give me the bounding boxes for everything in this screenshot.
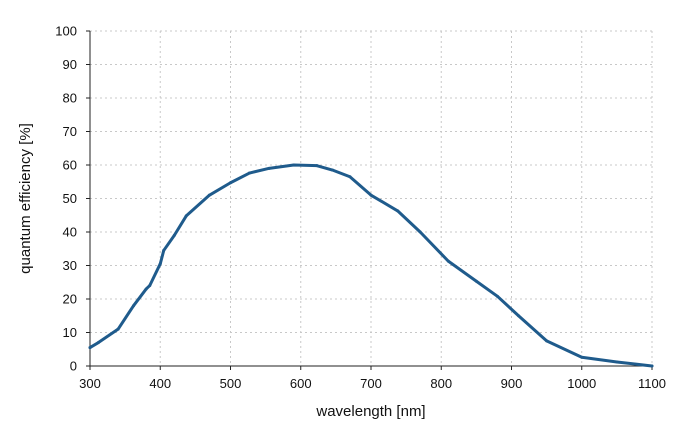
data-point: [116, 327, 120, 331]
x-tick-label: 500: [220, 376, 242, 391]
data-point: [446, 259, 450, 263]
data-point: [418, 230, 422, 234]
axes: [86, 30, 653, 370]
data-point: [369, 193, 373, 197]
x-tick-label: 1000: [567, 376, 596, 391]
data-point: [580, 355, 584, 359]
data-point: [96, 341, 100, 345]
x-tick-label: 400: [149, 376, 171, 391]
tick-labels: 300 400 500 600 700 800 900 1000 1100 0 10 20 30 40 50…: [55, 24, 666, 392]
data-point: [162, 248, 166, 252]
y-tick-label: 0: [70, 359, 77, 374]
y-tick-label: 50: [63, 191, 77, 206]
data-point: [315, 164, 319, 168]
data-point: [292, 163, 296, 167]
data-point: [517, 314, 521, 318]
data-point: [148, 284, 152, 288]
data-point: [396, 209, 400, 213]
x-tick-label: 1100: [638, 376, 666, 391]
data-point: [495, 294, 499, 298]
data-point: [229, 181, 232, 185]
data-point: [132, 304, 136, 308]
y-tick-label: 20: [63, 292, 77, 307]
y-tick-label: 80: [63, 91, 77, 106]
y-tick-label: 10: [63, 325, 77, 340]
y-tick-label: 100: [55, 24, 77, 39]
data-point: [158, 262, 162, 266]
x-tick-label: 700: [360, 376, 382, 391]
data-point: [207, 193, 211, 197]
y-axis-label: quantum efficiency [%]: [17, 123, 34, 274]
x-tick-label: 900: [501, 376, 523, 391]
data-point: [330, 168, 334, 172]
data-point: [474, 279, 478, 283]
y-tick-label: 90: [63, 57, 77, 72]
y-tick-label: 60: [63, 158, 77, 173]
grid-lines: [90, 30, 653, 366]
x-axis-label: wavelength [nm]: [315, 403, 425, 420]
data-point: [247, 171, 251, 175]
y-tick-label: 70: [63, 124, 77, 139]
data-point: [144, 287, 148, 291]
data-point: [88, 346, 92, 350]
series-layer: [88, 163, 654, 368]
x-tick-label: 600: [290, 376, 312, 391]
data-point: [615, 360, 619, 364]
x-tick-label: 300: [79, 376, 101, 391]
data-point: [172, 233, 176, 237]
x-tick-label: 800: [430, 376, 452, 391]
data-point: [267, 166, 271, 170]
data-point: [650, 364, 654, 368]
data-point: [545, 339, 549, 343]
y-tick-label: 30: [63, 258, 77, 273]
data-point: [348, 175, 352, 179]
y-tick-label: 40: [63, 225, 77, 240]
data-point: [184, 214, 188, 218]
